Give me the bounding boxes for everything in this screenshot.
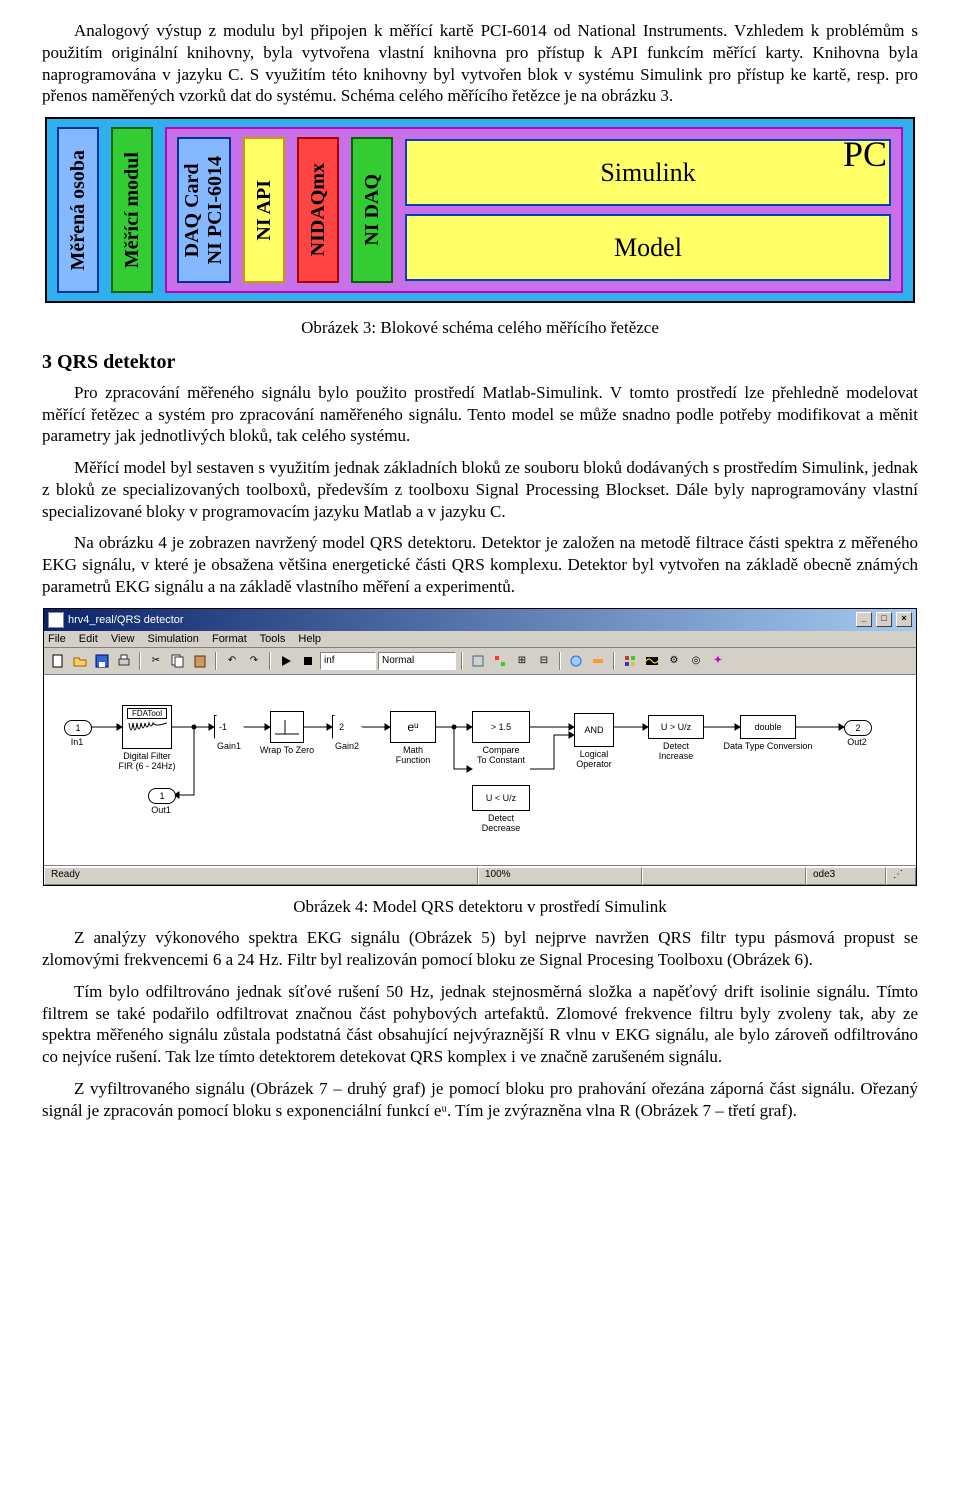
box-niapi: NI API xyxy=(243,137,285,283)
label-nidaqmx: NIDAQmx xyxy=(307,163,330,256)
paragraph-3: Měřící model byl sestaven s využitím jed… xyxy=(42,457,918,522)
block-detdec: U < U/z xyxy=(472,785,530,811)
menu-format[interactable]: Format xyxy=(212,633,247,645)
undo-icon[interactable]: ↶ xyxy=(222,651,242,671)
tool-b-icon[interactable] xyxy=(490,651,510,671)
minimize-button[interactable]: _ xyxy=(856,612,872,627)
label-niapi: NI API xyxy=(253,180,276,241)
box-sim-wrap: Simulink Model xyxy=(405,137,891,283)
scope-icon[interactable] xyxy=(642,651,662,671)
redo-icon[interactable]: ↷ xyxy=(244,651,264,671)
menu-tools[interactable]: Tools xyxy=(260,633,286,645)
maximize-button[interactable]: □ xyxy=(876,612,892,627)
status-zoom: 100% xyxy=(478,867,642,885)
block-detinc: U > U/z xyxy=(648,715,704,739)
status-blank1 xyxy=(642,867,806,885)
label-fdatool: FDATool xyxy=(127,708,167,719)
box-nidaq: NI DAQ xyxy=(351,137,393,283)
block-and: AND xyxy=(574,713,614,747)
box-simulink: Simulink xyxy=(405,139,891,206)
label-modul: Měřící modul xyxy=(121,152,144,268)
tool-c-icon[interactable]: ⊞ xyxy=(512,651,532,671)
tool-e-icon[interactable] xyxy=(566,651,586,671)
heading-qrs-detektor: 3 QRS detektor xyxy=(42,351,918,374)
window-titlebar: hrv4_real/QRS detector _ □ × xyxy=(44,609,916,631)
print-icon[interactable] xyxy=(114,651,134,671)
sim-mode-field[interactable]: Normal xyxy=(378,652,456,670)
toolbar: ✂ ↶ ↷ inf Normal ⊞ ⊟ ⚙ ◎ ✦ xyxy=(44,648,916,675)
paragraph-7: Z vyfiltrovaného signálu (Obrázek 7 – dr… xyxy=(42,1078,918,1122)
status-solver: ode3 xyxy=(806,867,886,885)
box-merici-modul: Měřící modul xyxy=(111,127,153,293)
label-dtc: Data Type Conversion xyxy=(713,741,823,751)
cut-icon[interactable]: ✂ xyxy=(146,651,166,671)
lib-icon[interactable] xyxy=(620,651,640,671)
label-osoba: Měřená osoba xyxy=(67,150,90,271)
box-model: Model xyxy=(405,214,891,281)
simulink-window: hrv4_real/QRS detector _ □ × File Edit V… xyxy=(43,608,917,886)
resize-grip[interactable]: ⋰ xyxy=(886,867,916,885)
tool-d-icon[interactable]: ⊟ xyxy=(534,651,554,671)
label-pc: PC xyxy=(843,133,887,175)
paragraph-2: Pro zpracování měřeného signálu bylo pou… xyxy=(42,382,918,447)
label-detdec: Detect Decrease xyxy=(461,813,541,833)
stop-time-field[interactable]: inf xyxy=(320,652,376,670)
paragraph-4: Na obrázku 4 je zobrazen navržený model … xyxy=(42,532,918,597)
label-nidaq: NI DAQ xyxy=(361,174,384,246)
figure-4-caption: Obrázek 4: Model QRS detektoru v prostře… xyxy=(42,896,918,918)
label-in1: In1 xyxy=(37,737,117,747)
copy-icon[interactable] xyxy=(168,651,188,671)
label-out2: Out2 xyxy=(817,737,897,747)
menu-help[interactable]: Help xyxy=(298,633,321,645)
tool-a-icon[interactable] xyxy=(468,651,488,671)
label-compare: Compare To Constant xyxy=(461,745,541,765)
label-logop: Logical Operator xyxy=(554,749,634,769)
block-compare: > 1.5 xyxy=(472,711,530,743)
target-icon[interactable]: ◎ xyxy=(686,651,706,671)
paragraph-5: Z analýzy výkonového spektra EKG signálu… xyxy=(42,927,918,971)
paragraph-6: Tím bylo odfiltrováno jednak síťové ruše… xyxy=(42,981,918,1068)
paragraph-1: Analogový výstup z modulu byl připojen k… xyxy=(42,20,918,107)
help-icon[interactable]: ✦ xyxy=(708,651,728,671)
outport-2: 2 xyxy=(844,720,872,736)
save-icon[interactable] xyxy=(92,651,112,671)
figure-3-diagram: Měřená osoba Měřící modul PC DAQ Card NI… xyxy=(45,117,915,303)
label-detinc: Detect Increase xyxy=(636,741,716,761)
label-digital-filter: Digital Filter FIR (6 - 24Hz) xyxy=(107,751,187,771)
paste-icon[interactable] xyxy=(190,651,210,671)
debug-icon[interactable]: ⚙ xyxy=(664,651,684,671)
box-nidaqmx: NIDAQmx xyxy=(297,137,339,283)
label-daq: DAQ Card NI PCI-6014 xyxy=(181,156,227,264)
block-fda: FDATool xyxy=(122,705,172,749)
play-icon[interactable] xyxy=(276,651,296,671)
new-icon[interactable] xyxy=(48,651,68,671)
box-daq: DAQ Card NI PCI-6014 xyxy=(177,137,231,283)
menu-simulation[interactable]: Simulation xyxy=(148,633,199,645)
close-button[interactable]: × xyxy=(896,612,912,627)
menu-view[interactable]: View xyxy=(111,633,135,645)
box-pc-wrap: PC DAQ Card NI PCI-6014 NI API NIDAQmx N… xyxy=(165,127,903,293)
simulink-icon xyxy=(48,612,64,628)
label-out1: Out1 xyxy=(121,805,201,815)
stop-icon[interactable] xyxy=(298,651,318,671)
tool-f-icon[interactable] xyxy=(588,651,608,671)
block-dtc: double xyxy=(740,715,796,739)
menu-edit[interactable]: Edit xyxy=(79,633,98,645)
block-wrap xyxy=(270,711,304,743)
menubar: File Edit View Simulation Format Tools H… xyxy=(44,631,916,648)
window-controls: _ □ × xyxy=(855,612,912,627)
window-title: hrv4_real/QRS detector xyxy=(68,614,184,626)
label-math: Math Function xyxy=(373,745,453,765)
status-ready: Ready xyxy=(44,867,478,885)
open-icon[interactable] xyxy=(70,651,90,671)
menu-file[interactable]: File xyxy=(48,633,66,645)
statusbar: Ready 100% ode3 ⋰ xyxy=(44,866,916,885)
figure-3-caption: Obrázek 3: Blokové schéma celého měřícíh… xyxy=(42,317,918,339)
outport-1: 1 xyxy=(148,788,176,804)
block-math: eᵘ xyxy=(390,711,436,743)
inport-1: 1 xyxy=(64,720,92,736)
model-canvas[interactable]: 1 In1 FDATool Digital Filter FIR (6 - 24… xyxy=(44,675,916,866)
box-merena-osoba: Měřená osoba xyxy=(57,127,99,293)
